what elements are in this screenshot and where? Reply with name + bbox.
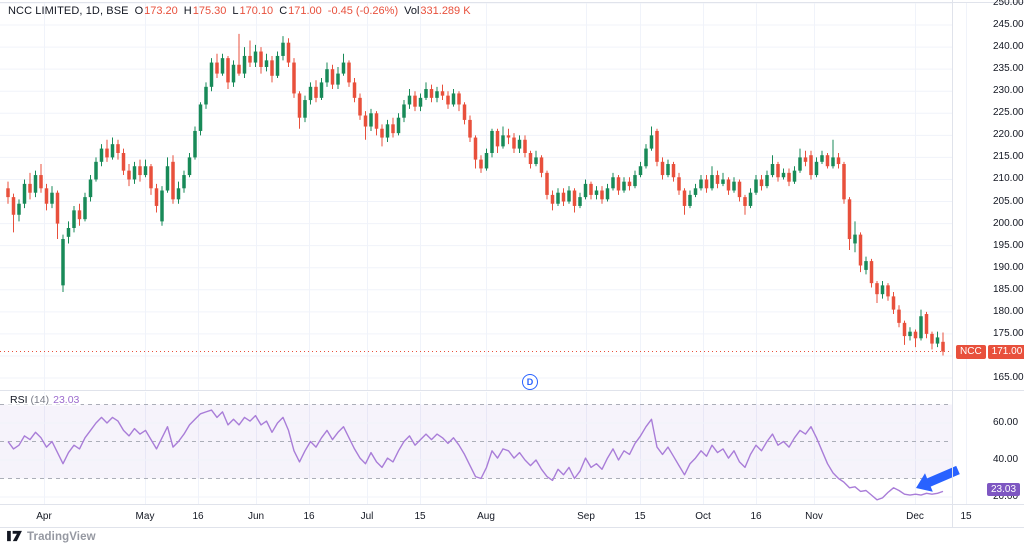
tradingview-mark-icon bbox=[7, 530, 22, 542]
price-axis-label: 220.00 bbox=[993, 129, 1024, 141]
rsi-axis-label: 20.00 bbox=[993, 491, 1019, 502]
time-axis[interactable]: Apr May 16 Jun 16 Jul 15 Aug Sep 15 Oct 16 Nov Dec 15 bbox=[0, 505, 1024, 527]
price-axis-label: 235.00 bbox=[993, 63, 1024, 75]
price-axis-label: 245.00 bbox=[993, 19, 1024, 31]
time-axis-label: Sep bbox=[577, 511, 595, 522]
time-axis-label: Apr bbox=[36, 511, 52, 522]
rsi-title[interactable]: RSI (14) bbox=[10, 394, 50, 406]
time-axis-label: 16 bbox=[750, 511, 762, 522]
change-value: -0.45 (-0.26%) bbox=[327, 5, 399, 17]
rsi-axis[interactable]: 60.00 40.00 20.00 bbox=[952, 0, 1024, 548]
price-axis-label: 195.00 bbox=[993, 239, 1024, 251]
time-axis-label: Oct bbox=[695, 511, 711, 522]
rsi-axis-label: 60.00 bbox=[993, 417, 1019, 428]
price-axis-label: 225.00 bbox=[993, 107, 1024, 119]
rsi-value-badge: 23.03 bbox=[987, 483, 1021, 496]
price-axis-label: 200.00 bbox=[993, 217, 1024, 229]
symbol-title[interactable]: NCC LIMITED, 1D, BSE bbox=[8, 5, 129, 17]
time-axis-label: Jun bbox=[247, 511, 265, 522]
price-axis-label: 210.00 bbox=[993, 173, 1024, 185]
price-axis[interactable]: 250.00 245.00 240.00 235.00 230.00 225.00 220.… bbox=[952, 0, 1024, 548]
rsi-axis-label: 40.00 bbox=[993, 454, 1019, 465]
price-axis-label: 175.00 bbox=[993, 327, 1024, 339]
ohlc-low: L 170.10 bbox=[232, 5, 274, 17]
time-axis-label: 15 bbox=[414, 511, 426, 522]
rsi-current-value: 23.03 bbox=[53, 394, 80, 406]
time-axis-label: Nov bbox=[805, 511, 823, 522]
rsi-indicator-label: RSI (14) 23.03 bbox=[8, 394, 82, 406]
time-axis-label: 15 bbox=[960, 511, 972, 522]
ohlc-high: H 175.30 bbox=[183, 5, 227, 17]
price-axis-label: 250.00 bbox=[993, 0, 1024, 8]
price-axis-label: 215.00 bbox=[993, 151, 1024, 163]
time-axis-label: 15 bbox=[634, 511, 646, 522]
time-axis-label: 16 bbox=[192, 511, 204, 522]
tradingview-brand-text: TradingView bbox=[27, 530, 96, 543]
last-price-badge: NCC 171.00 bbox=[956, 345, 1024, 359]
price-axis-label: 230.00 bbox=[993, 85, 1024, 97]
volume: Vol 331.289 K bbox=[404, 5, 471, 17]
price-axis-label: 180.00 bbox=[993, 305, 1024, 317]
ohlc-open: O 173.20 bbox=[134, 5, 178, 17]
tradingview-logo[interactable]: TradingView bbox=[7, 530, 96, 543]
annotation-arrow[interactable] bbox=[916, 465, 960, 492]
price-axis-label: 190.00 bbox=[993, 261, 1024, 273]
price-axis-label: 165.00 bbox=[993, 372, 1024, 383]
price-axis-label: 240.00 bbox=[993, 41, 1024, 53]
time-axis-label: Aug bbox=[477, 511, 495, 522]
last-price-symbol: NCC bbox=[956, 345, 986, 359]
last-price-value: 171.00 bbox=[987, 345, 1024, 359]
time-axis-label: Dec bbox=[906, 511, 924, 522]
symbol-status-line: NCC LIMITED, 1D, BSE O 173.20 H 175.30 L 17… bbox=[8, 5, 471, 17]
time-axis-label: 16 bbox=[303, 511, 315, 522]
ohlc-close: C 171.00 bbox=[279, 5, 322, 17]
time-axis-label: Jul bbox=[360, 511, 374, 522]
time-axis-label: May bbox=[135, 511, 155, 522]
price-axis-label: 205.00 bbox=[993, 195, 1024, 207]
price-axis-label: 185.00 bbox=[993, 283, 1024, 295]
dividend-marker-icon[interactable]: D bbox=[522, 374, 538, 390]
